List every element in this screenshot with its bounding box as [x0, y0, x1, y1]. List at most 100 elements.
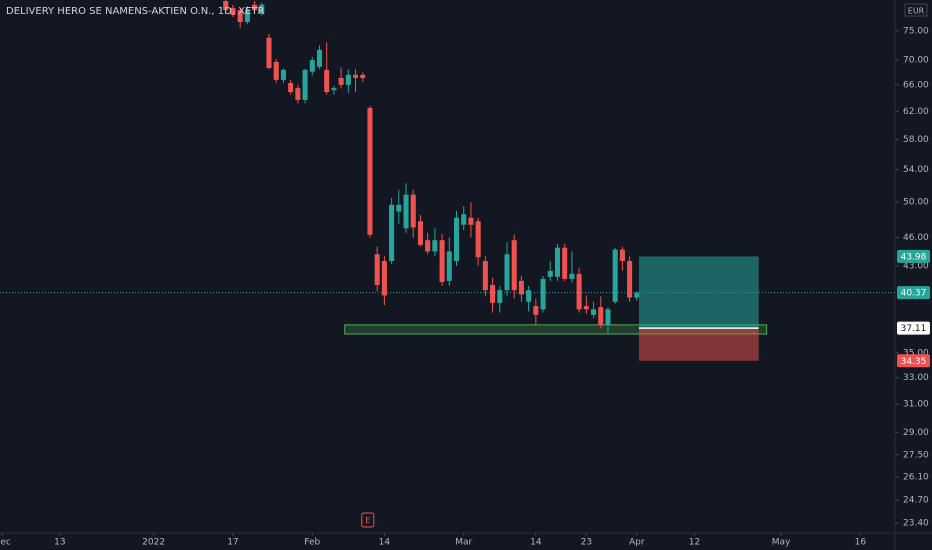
- price-label: 40.37: [901, 289, 927, 299]
- candle-body: [453, 217, 460, 262]
- candle-body: [288, 83, 294, 93]
- y-tick-label: 29.00: [903, 428, 929, 438]
- candle-body: [374, 254, 380, 286]
- candle-body: [425, 240, 431, 252]
- candle-body: [583, 306, 589, 310]
- candle-body: [475, 221, 481, 258]
- candle-body: [497, 290, 503, 303]
- y-tick-label: 75.00: [903, 26, 929, 36]
- loss-zone: [638, 328, 759, 361]
- candle-body: [634, 292, 640, 298]
- candle-body: [490, 285, 496, 303]
- y-tick-label: 70.00: [903, 56, 929, 66]
- candle-body: [562, 247, 568, 279]
- chart-title: DELIVERY HERO SE NAMENS-AKTIEN O.N., 1D,…: [6, 6, 264, 17]
- candle-body: [598, 307, 604, 325]
- price-label: 34.35: [901, 357, 927, 367]
- candle-body: [403, 194, 409, 229]
- x-tick-label: 13: [54, 538, 65, 548]
- earnings-marker[interactable]: [361, 512, 375, 528]
- candle-body: [252, 4, 258, 11]
- y-tick-label: 58.00: [903, 135, 929, 145]
- candle-body: [223, 1, 229, 11]
- x-tick-label: 17: [227, 538, 238, 548]
- candle-body: [331, 88, 337, 91]
- candle-body: [461, 214, 467, 225]
- currency-box[interactable]: [904, 3, 928, 17]
- candle-body: [345, 74, 351, 85]
- candle-body: [533, 306, 539, 315]
- candle-body: [627, 261, 633, 298]
- x-tick-label: Feb: [304, 538, 320, 548]
- currency: EUR: [908, 7, 925, 16]
- candle-body: [554, 247, 561, 277]
- y-tick-label: 46.00: [903, 233, 929, 243]
- candle-body: [367, 107, 373, 235]
- candle-body: [569, 273, 575, 279]
- price-label: 43.98: [901, 252, 927, 262]
- y-tick-label: 27.50: [903, 450, 929, 460]
- y-tick-label: 54.00: [903, 165, 929, 175]
- candle-body: [511, 240, 517, 291]
- x-tick-label: 2022: [142, 538, 165, 548]
- x-tick-label: 14: [379, 538, 391, 548]
- candle-body: [360, 74, 366, 78]
- x-tick-label: 16: [855, 538, 867, 548]
- candle-body: [273, 61, 279, 80]
- candle-body: [338, 77, 344, 85]
- candle-body: [540, 278, 546, 310]
- x-tick-label: 12: [689, 538, 700, 548]
- candle-body: [518, 280, 524, 295]
- x-tick-label: Mar: [455, 538, 472, 548]
- y-tick-label: 35.00: [903, 348, 929, 358]
- candle-body: [389, 204, 395, 262]
- x-tick-label: Dec: [0, 538, 11, 548]
- candle-body: [612, 249, 618, 302]
- y-tick-label: 62.00: [903, 107, 929, 117]
- candle-body: [547, 270, 553, 277]
- x-tick-label: May: [772, 538, 791, 548]
- earnings-label: E: [365, 516, 370, 525]
- y-tick-label: 50.00: [903, 198, 929, 208]
- candle-body: [468, 217, 474, 225]
- candle-body: [619, 249, 625, 262]
- candle-body: [230, 7, 236, 15]
- candle-body: [526, 290, 532, 302]
- y-tick-label: 24.70: [903, 496, 929, 506]
- x-tick-label: 14: [530, 538, 542, 548]
- support-zone: [344, 324, 768, 335]
- y-tick-label: 33.00: [903, 373, 929, 383]
- candle-body: [446, 251, 452, 281]
- candle-body: [324, 69, 330, 93]
- y-tick-label: 26.10: [903, 472, 929, 482]
- candle-body: [381, 261, 387, 296]
- candle-body: [605, 309, 611, 325]
- candle-body: [353, 74, 359, 78]
- x-tick-label: 23: [581, 538, 592, 548]
- plot-area: [0, 0, 895, 361]
- price-label-box: [897, 286, 930, 300]
- price-label-box: [897, 321, 930, 335]
- candle-body: [266, 37, 272, 69]
- candle-body: [482, 261, 488, 291]
- candle-body: [504, 254, 510, 291]
- candle-body: [244, 10, 250, 23]
- price-label-box: [897, 249, 930, 263]
- y-tick-label: 31.00: [903, 400, 929, 410]
- candle-body: [439, 240, 445, 282]
- price-label: 37.11: [901, 324, 927, 334]
- candle-body: [309, 60, 315, 72]
- candle-body: [259, 4, 265, 14]
- candle-body: [410, 194, 416, 228]
- candle-body: [576, 273, 582, 310]
- candle-body: [432, 240, 438, 252]
- candle-body: [591, 309, 597, 315]
- y-tick-label: 43.00: [903, 261, 929, 271]
- x-tick-label: Apr: [629, 538, 645, 548]
- candle-body: [417, 221, 423, 245]
- profit-zone: [638, 256, 759, 329]
- y-tick-label: 23.40: [903, 518, 929, 528]
